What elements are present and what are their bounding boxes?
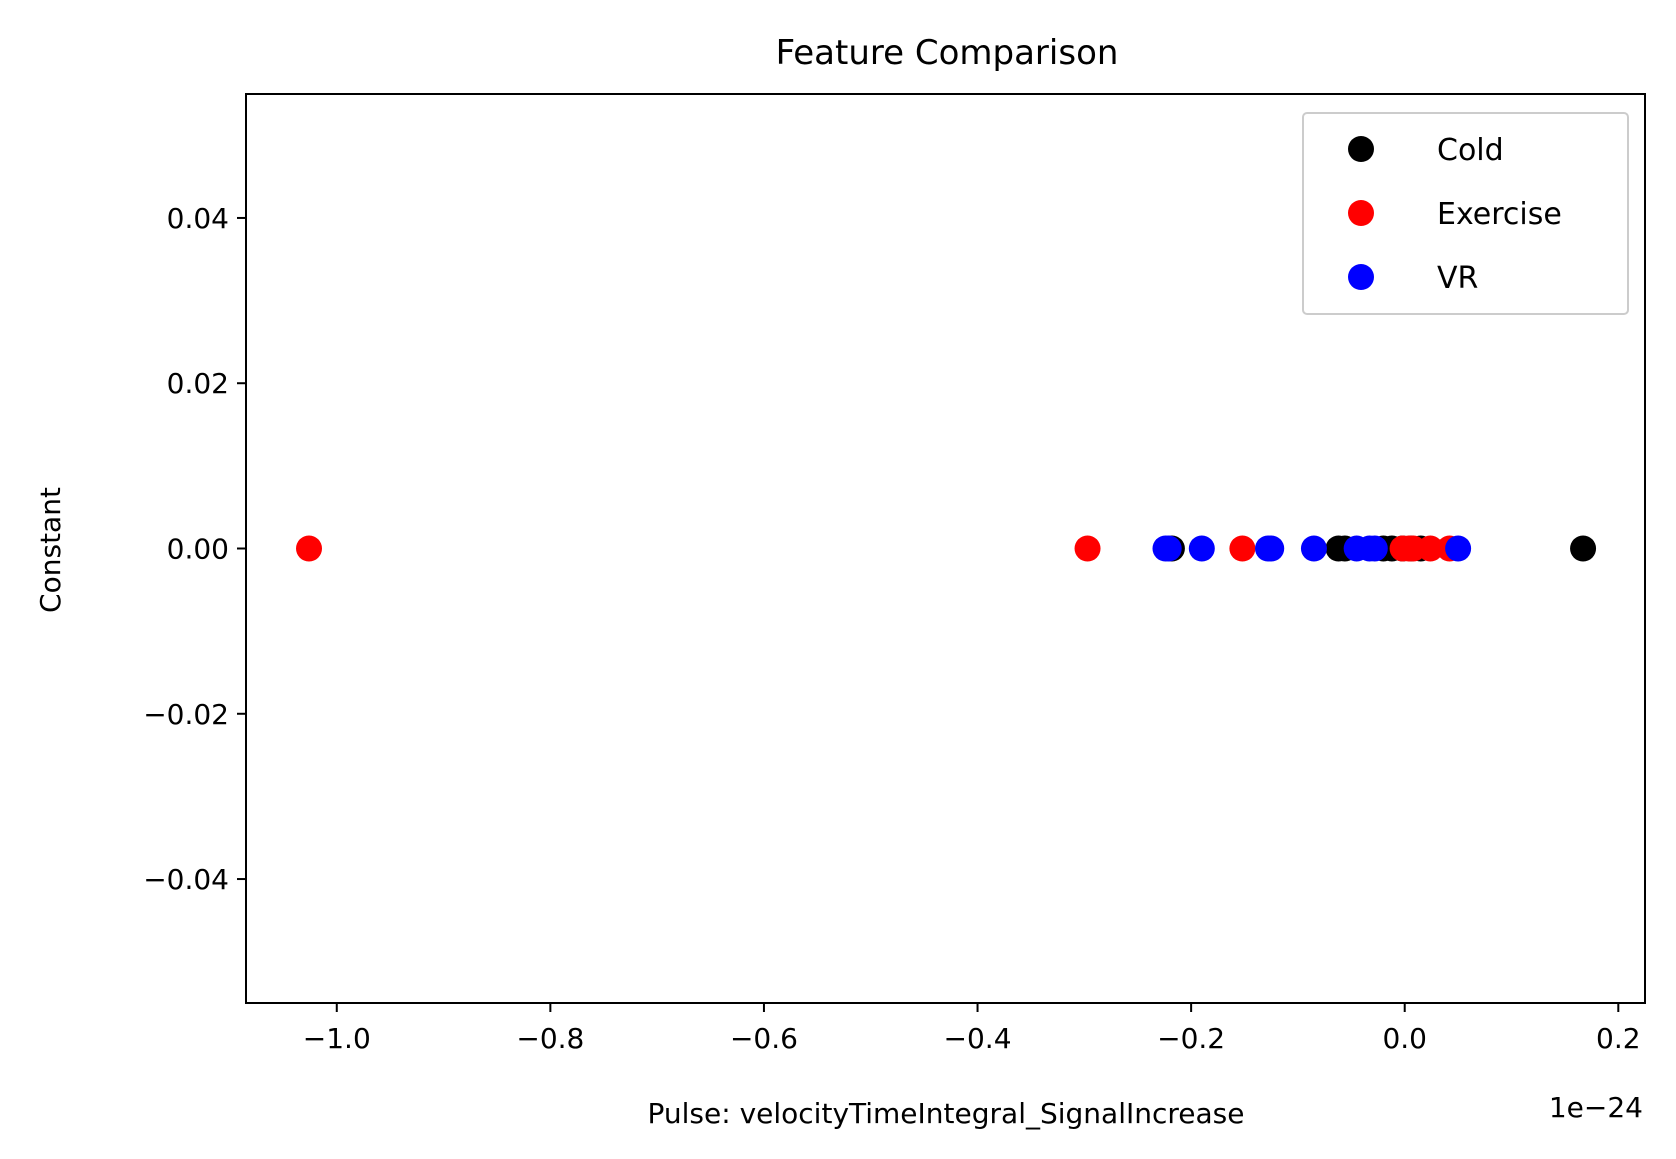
legend-label-vr: VR <box>1437 261 1478 296</box>
data-points <box>296 535 1597 562</box>
y-axis: 0.04 0.02 0.00 −0.02 −0.04 <box>143 202 246 896</box>
x-tick-label: −0.4 <box>944 1022 1012 1055</box>
point-vr <box>1258 535 1285 562</box>
x-tick-label: 0.0 <box>1382 1022 1427 1055</box>
point-vr <box>1155 535 1182 562</box>
y-tick-label: −0.02 <box>143 698 229 731</box>
point-vr <box>1188 535 1215 562</box>
y-tick-label: 0.02 <box>167 367 229 400</box>
x-tick-label: −1.0 <box>303 1022 371 1055</box>
point-exercise <box>1417 535 1444 562</box>
point-vr <box>1300 535 1327 562</box>
chart-title: Feature Comparison <box>776 33 1119 73</box>
y-axis-title: Constant <box>34 487 67 613</box>
x-tick-label: 0.2 <box>1596 1022 1641 1055</box>
point-exercise <box>1074 535 1101 562</box>
legend-marker-exercise <box>1348 200 1374 226</box>
legend: Cold Exercise VR <box>1302 112 1629 315</box>
x-axis-title: Pulse: velocityTimeIntegral_SignalIncrea… <box>648 1097 1245 1130</box>
x-axis-offset-label: 1e−24 <box>1549 1091 1643 1124</box>
point-vr <box>1361 535 1388 562</box>
legend-marker-vr <box>1348 264 1374 290</box>
y-tick-label: −0.04 <box>143 863 229 896</box>
point-exercise <box>296 535 323 562</box>
point-cold <box>1570 535 1597 562</box>
legend-frame <box>1302 112 1629 315</box>
legend-label-exercise: Exercise <box>1437 197 1562 232</box>
legend-label-cold: Cold <box>1437 133 1504 168</box>
point-vr <box>1445 535 1472 562</box>
x-tick-label: −0.8 <box>516 1022 584 1055</box>
x-axis: −1.0 −0.8 −0.6 −0.4 −0.2 0.0 0.2 <box>303 1003 1641 1055</box>
point-exercise <box>1229 535 1256 562</box>
x-tick-label: −0.2 <box>1157 1022 1225 1055</box>
legend-marker-cold <box>1348 136 1374 162</box>
x-tick-label: −0.6 <box>730 1022 798 1055</box>
y-tick-label: 0.00 <box>167 533 229 566</box>
y-tick-label: 0.04 <box>167 202 229 235</box>
